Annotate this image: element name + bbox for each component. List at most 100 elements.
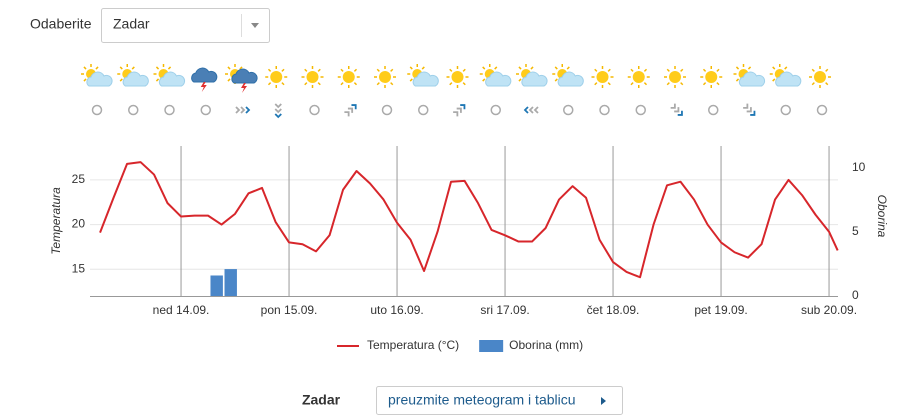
sun-ray bbox=[666, 68, 670, 72]
sun-ray bbox=[449, 82, 453, 86]
x-tick-label: pon 15.09. bbox=[261, 303, 318, 317]
sun-ray bbox=[95, 66, 99, 70]
calm bbox=[128, 104, 139, 116]
weather-icon bbox=[591, 66, 614, 88]
sun-ray bbox=[825, 68, 829, 72]
calm bbox=[164, 104, 175, 116]
sun-ray bbox=[702, 82, 707, 86]
wind-icon bbox=[708, 104, 719, 116]
wind-icon bbox=[235, 106, 251, 114]
select-box[interactable] bbox=[101, 8, 270, 43]
wind-icon bbox=[381, 104, 393, 116]
wind-icon bbox=[563, 104, 574, 116]
cloud bbox=[485, 71, 512, 87]
wind-arrow bbox=[523, 106, 539, 114]
sun-ray bbox=[409, 66, 413, 70]
weather-icon bbox=[407, 64, 439, 87]
weather-icon bbox=[516, 64, 548, 87]
sun-ray bbox=[607, 82, 611, 86]
legend-symbol bbox=[479, 340, 504, 352]
sun-ray bbox=[518, 66, 522, 70]
cloud bbox=[738, 71, 766, 87]
x-tick-label: sri 17.09. bbox=[480, 303, 529, 317]
select-value[interactable]: Zadar bbox=[113, 16, 150, 32]
wind-icon bbox=[780, 104, 791, 116]
sun-ray bbox=[643, 68, 648, 72]
button-box[interactable] bbox=[376, 386, 623, 415]
y-tick-label: 15 bbox=[72, 261, 86, 275]
sun-ray bbox=[784, 66, 788, 70]
sun-ray bbox=[390, 82, 394, 86]
chevron bbox=[235, 106, 241, 114]
chevron bbox=[743, 103, 749, 109]
cloud bbox=[86, 71, 113, 87]
y2-axis-title: Oborina bbox=[875, 195, 889, 238]
weather-icon bbox=[809, 66, 831, 88]
wind-icon bbox=[164, 104, 175, 116]
chevron bbox=[347, 107, 354, 113]
button-text[interactable]: preuzmite meteogram i tablicu bbox=[388, 392, 576, 408]
sun-ray bbox=[239, 66, 243, 70]
sun-ray bbox=[376, 68, 380, 72]
sun-ray bbox=[390, 68, 394, 72]
chevron bbox=[674, 107, 680, 113]
calm bbox=[418, 104, 429, 116]
x-tick-label: uto 16.09. bbox=[370, 303, 423, 317]
cloud bbox=[231, 68, 258, 84]
weather-icon bbox=[374, 66, 396, 88]
legend-item[interactable]: Temperatura (°C) bbox=[337, 338, 459, 352]
chevron bbox=[677, 110, 683, 116]
sun bbox=[814, 71, 826, 83]
sun-ray bbox=[376, 82, 380, 86]
sun-ray bbox=[772, 66, 776, 70]
wind-icon bbox=[344, 104, 357, 117]
sun-ray bbox=[630, 82, 634, 86]
weather-icon bbox=[769, 64, 802, 87]
calm bbox=[708, 104, 719, 116]
y2-tick-label: 10 bbox=[852, 160, 866, 174]
sun-ray bbox=[131, 66, 135, 70]
sun-ray bbox=[304, 82, 308, 86]
sun-ray bbox=[811, 68, 815, 72]
bolt bbox=[241, 83, 247, 93]
wind-icon bbox=[200, 104, 211, 116]
chevron bbox=[456, 107, 462, 113]
calm bbox=[490, 104, 501, 116]
weather-icon bbox=[265, 66, 288, 88]
location-select[interactable]: Zadar bbox=[101, 8, 270, 43]
wind-icon bbox=[490, 104, 501, 116]
select-arrow[interactable] bbox=[251, 23, 259, 28]
sun-ray bbox=[421, 66, 425, 70]
cloud bbox=[122, 71, 149, 87]
sun-ray bbox=[267, 82, 272, 86]
calm bbox=[780, 104, 791, 116]
sun bbox=[306, 71, 319, 83]
sun-ray bbox=[340, 82, 344, 86]
sun-ray bbox=[643, 82, 648, 86]
sun-ray bbox=[353, 68, 358, 72]
download-button[interactable]: preuzmite meteogram i tablicu bbox=[376, 386, 623, 415]
weather-icon bbox=[337, 66, 360, 88]
sun-ray bbox=[409, 78, 413, 82]
calm bbox=[599, 104, 610, 116]
chevron bbox=[528, 106, 534, 114]
y-tick-label: 20 bbox=[72, 217, 86, 231]
weather-icon bbox=[446, 66, 469, 88]
sun bbox=[270, 71, 283, 83]
sun-ray bbox=[772, 78, 776, 82]
bolt bbox=[200, 82, 207, 92]
chevron bbox=[240, 106, 246, 114]
sun bbox=[451, 71, 464, 83]
button-arrow[interactable] bbox=[601, 397, 606, 405]
y2-tick-label: 5 bbox=[852, 224, 859, 238]
sun-ray bbox=[281, 82, 285, 86]
sun-ray bbox=[666, 82, 670, 86]
cloud bbox=[557, 71, 584, 87]
wind-arrow bbox=[453, 104, 466, 117]
wind-arrow bbox=[344, 104, 357, 117]
legend-item[interactable]: Oborina (mm) bbox=[479, 338, 583, 352]
chevron bbox=[274, 108, 282, 114]
sun-ray bbox=[119, 66, 123, 70]
sun-ray bbox=[530, 66, 534, 70]
cloud bbox=[191, 67, 218, 83]
